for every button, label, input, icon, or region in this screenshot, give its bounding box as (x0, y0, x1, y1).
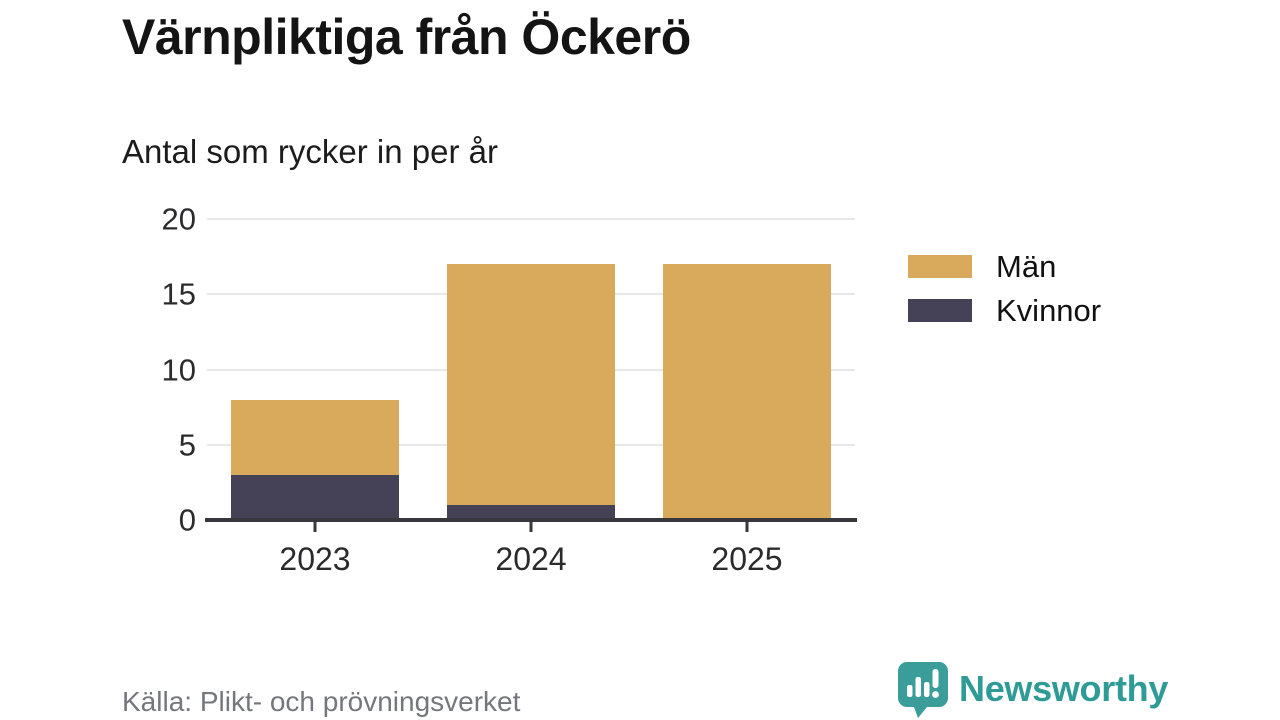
x-tick-label-2025: 2025 (711, 541, 783, 577)
bar-2024-kvinnor (447, 504, 615, 520)
chart-legend: Män Kvinnor (908, 248, 1101, 336)
x-tick-2023 (313, 522, 317, 532)
chart-subtitle: Antal som rycker in per år (122, 133, 498, 170)
legend-item-kvinnor: Kvinnor (908, 292, 1101, 328)
y-tick-label-5: 5 (178, 427, 196, 463)
newsworthy-logo-icon (898, 661, 948, 718)
x-tick-2024 (529, 522, 533, 532)
y-axis-labels: 0 5 10 15 20 (100, 204, 196, 536)
y-tick-label-15: 15 (161, 276, 196, 312)
bar-2023-män (231, 399, 399, 475)
x-tick-label-2024: 2024 (495, 541, 567, 577)
y-tick-label-20: 20 (161, 201, 196, 237)
legend-swatch-män (908, 254, 972, 278)
y-tick-label-10: 10 (161, 352, 196, 387)
legend-label-kvinnor: Kvinnor (996, 292, 1102, 328)
page-title: Värnpliktiga från Öckerö (122, 9, 691, 65)
bar-2024-män (447, 264, 615, 505)
x-tick-2025 (745, 522, 749, 532)
legend-label-män: Män (996, 248, 1057, 284)
y-tick-label-0: 0 (178, 502, 196, 538)
legend-item-män: Män (908, 248, 1101, 284)
legend-swatch-kvinnor (908, 298, 972, 322)
bar-2023-kvinnor (231, 474, 399, 520)
source-note: Källa: Plikt- och prövningsverket (122, 686, 521, 717)
gridline-20 (207, 218, 855, 220)
plot-area (205, 218, 857, 532)
newsworthy-brand: Newsworthy (897, 660, 1168, 718)
newsworthy-brand-name: Newsworthy (959, 668, 1169, 709)
x-axis-labels: 2023 2024 2025 (207, 540, 855, 582)
bar-2025-män (663, 264, 831, 520)
x-tick-label-2023: 2023 (279, 541, 351, 577)
x-axis-line (205, 518, 857, 522)
